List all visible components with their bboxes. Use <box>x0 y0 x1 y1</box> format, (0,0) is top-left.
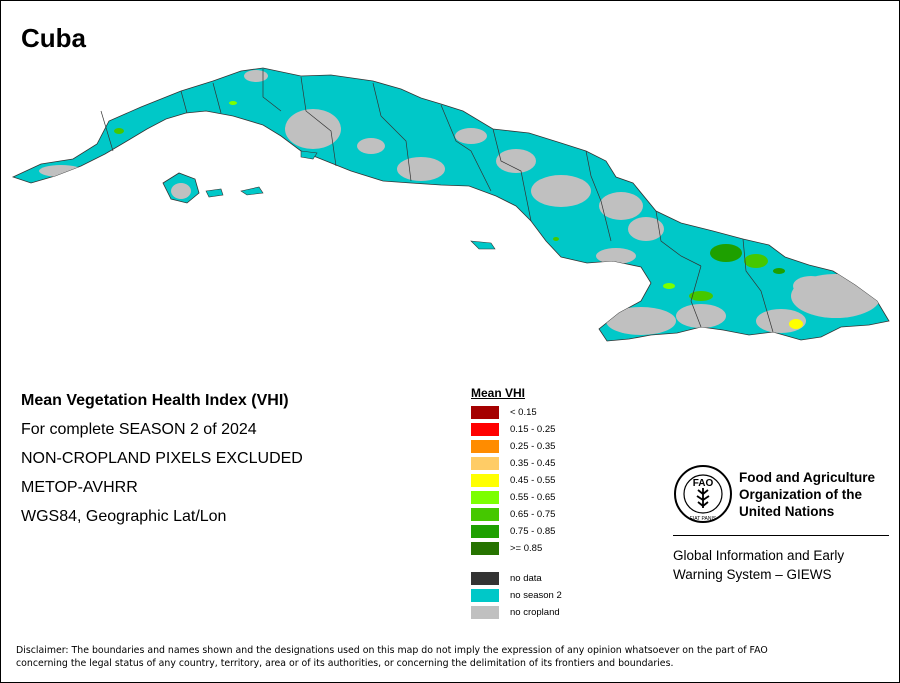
info-mask: NON-CROPLAND PIXELS EXCLUDED <box>21 450 303 467</box>
giews-name: Global Information and Early Warning Sys… <box>673 546 893 584</box>
info-sensor: METOP-AVHRR <box>21 479 138 496</box>
legend-class-swatch <box>471 406 499 419</box>
legend-class-label: 0.65 - 0.75 <box>510 509 556 520</box>
giews-line1: Global Information and Early <box>673 548 845 563</box>
province-boundaries <box>100 69 774 333</box>
legend-class-label: 0.35 - 0.45 <box>510 458 556 469</box>
legend-special-swatch <box>471 572 499 585</box>
giews-line2: Warning System – GIEWS <box>673 567 832 582</box>
info-season: For complete SEASON 2 of 2024 <box>21 421 257 438</box>
vhi-legend: Mean VHI < 0.15 0.15 - 0.25 0.25 - 0.35 0.3… <box>471 386 562 621</box>
legend-class-row: < 0.15 <box>471 404 562 421</box>
legend-classes: < 0.15 0.15 - 0.25 0.25 - 0.35 0.35 - 0.45 0… <box>471 404 562 557</box>
map-title: Cuba <box>21 23 86 53</box>
fao-name-line3: United Nations <box>739 504 835 519</box>
legend-class-row: 0.75 - 0.85 <box>471 523 562 540</box>
logo-motto-text: FIAT PANIS <box>690 516 717 522</box>
legend-class-row: 0.35 - 0.45 <box>471 455 562 472</box>
info-projection: WGS84, Geographic Lat/Lon <box>21 508 227 525</box>
legend-class-label: 0.25 - 0.35 <box>510 441 556 452</box>
legend-special-label: no season 2 <box>510 590 562 601</box>
legend-class-swatch <box>471 457 499 470</box>
disclaimer: Disclaimer: The boundaries and names sho… <box>16 644 886 670</box>
logo-fao-text: FAO <box>693 478 714 489</box>
legend-class-row: 0.55 - 0.65 <box>471 489 562 506</box>
fao-name-line1: Food and Agriculture <box>739 470 875 485</box>
island-mainland <box>11 67 890 342</box>
legend-class-swatch <box>471 491 499 504</box>
legend-class-label: 0.55 - 0.65 <box>510 492 556 503</box>
fao-logo-icon: FAO FIAT PANIS <box>674 465 732 523</box>
legend-title: Mean VHI <box>471 386 526 400</box>
disclaimer-line2: concerning the legal status of any count… <box>16 658 674 669</box>
legend-special-swatch <box>471 589 499 602</box>
info-title: Mean Vegetation Health Index (VHI) <box>21 392 289 409</box>
legend-special: no data no season 2 no cropland <box>471 570 562 621</box>
legend-class-row: 0.45 - 0.55 <box>471 472 562 489</box>
fao-name: Food and Agriculture Organization of the… <box>739 469 899 520</box>
legend-special-swatch <box>471 606 499 619</box>
legend-class-label: 0.75 - 0.85 <box>510 526 556 537</box>
legend-class-label: >= 0.85 <box>510 543 543 554</box>
legend-class-swatch <box>471 508 499 521</box>
map-info-block: Mean Vegetation Health Index (VHI) For c… <box>21 391 303 536</box>
legend-special-row: no season 2 <box>471 587 562 604</box>
fao-name-line2: Organization of the <box>739 487 862 502</box>
legend-class-row: 0.25 - 0.35 <box>471 438 562 455</box>
legend-class-swatch <box>471 542 499 555</box>
fao-divider <box>673 535 889 536</box>
legend-class-swatch <box>471 525 499 538</box>
legend-special-label: no cropland <box>510 607 560 618</box>
disclaimer-line1: Disclaimer: The boundaries and names sho… <box>16 645 768 656</box>
vhi-green-areas <box>114 101 803 329</box>
legend-class-swatch <box>471 440 499 453</box>
legend-class-row: >= 0.85 <box>471 540 562 557</box>
legend-class-row: 0.15 - 0.25 <box>471 421 562 438</box>
no-cropland-areas <box>39 70 881 335</box>
legend-special-row: no cropland <box>471 604 562 621</box>
cays <box>205 150 496 250</box>
legend-class-swatch <box>471 423 499 436</box>
legend-class-label: < 0.15 <box>510 407 537 418</box>
legend-special-row: no data <box>471 570 562 587</box>
legend-class-label: 0.15 - 0.25 <box>510 424 556 435</box>
legend-class-swatch <box>471 474 499 487</box>
legend-special-label: no data <box>510 573 542 584</box>
legend-class-row: 0.65 - 0.75 <box>471 506 562 523</box>
legend-class-label: 0.45 - 0.55 <box>510 475 556 486</box>
